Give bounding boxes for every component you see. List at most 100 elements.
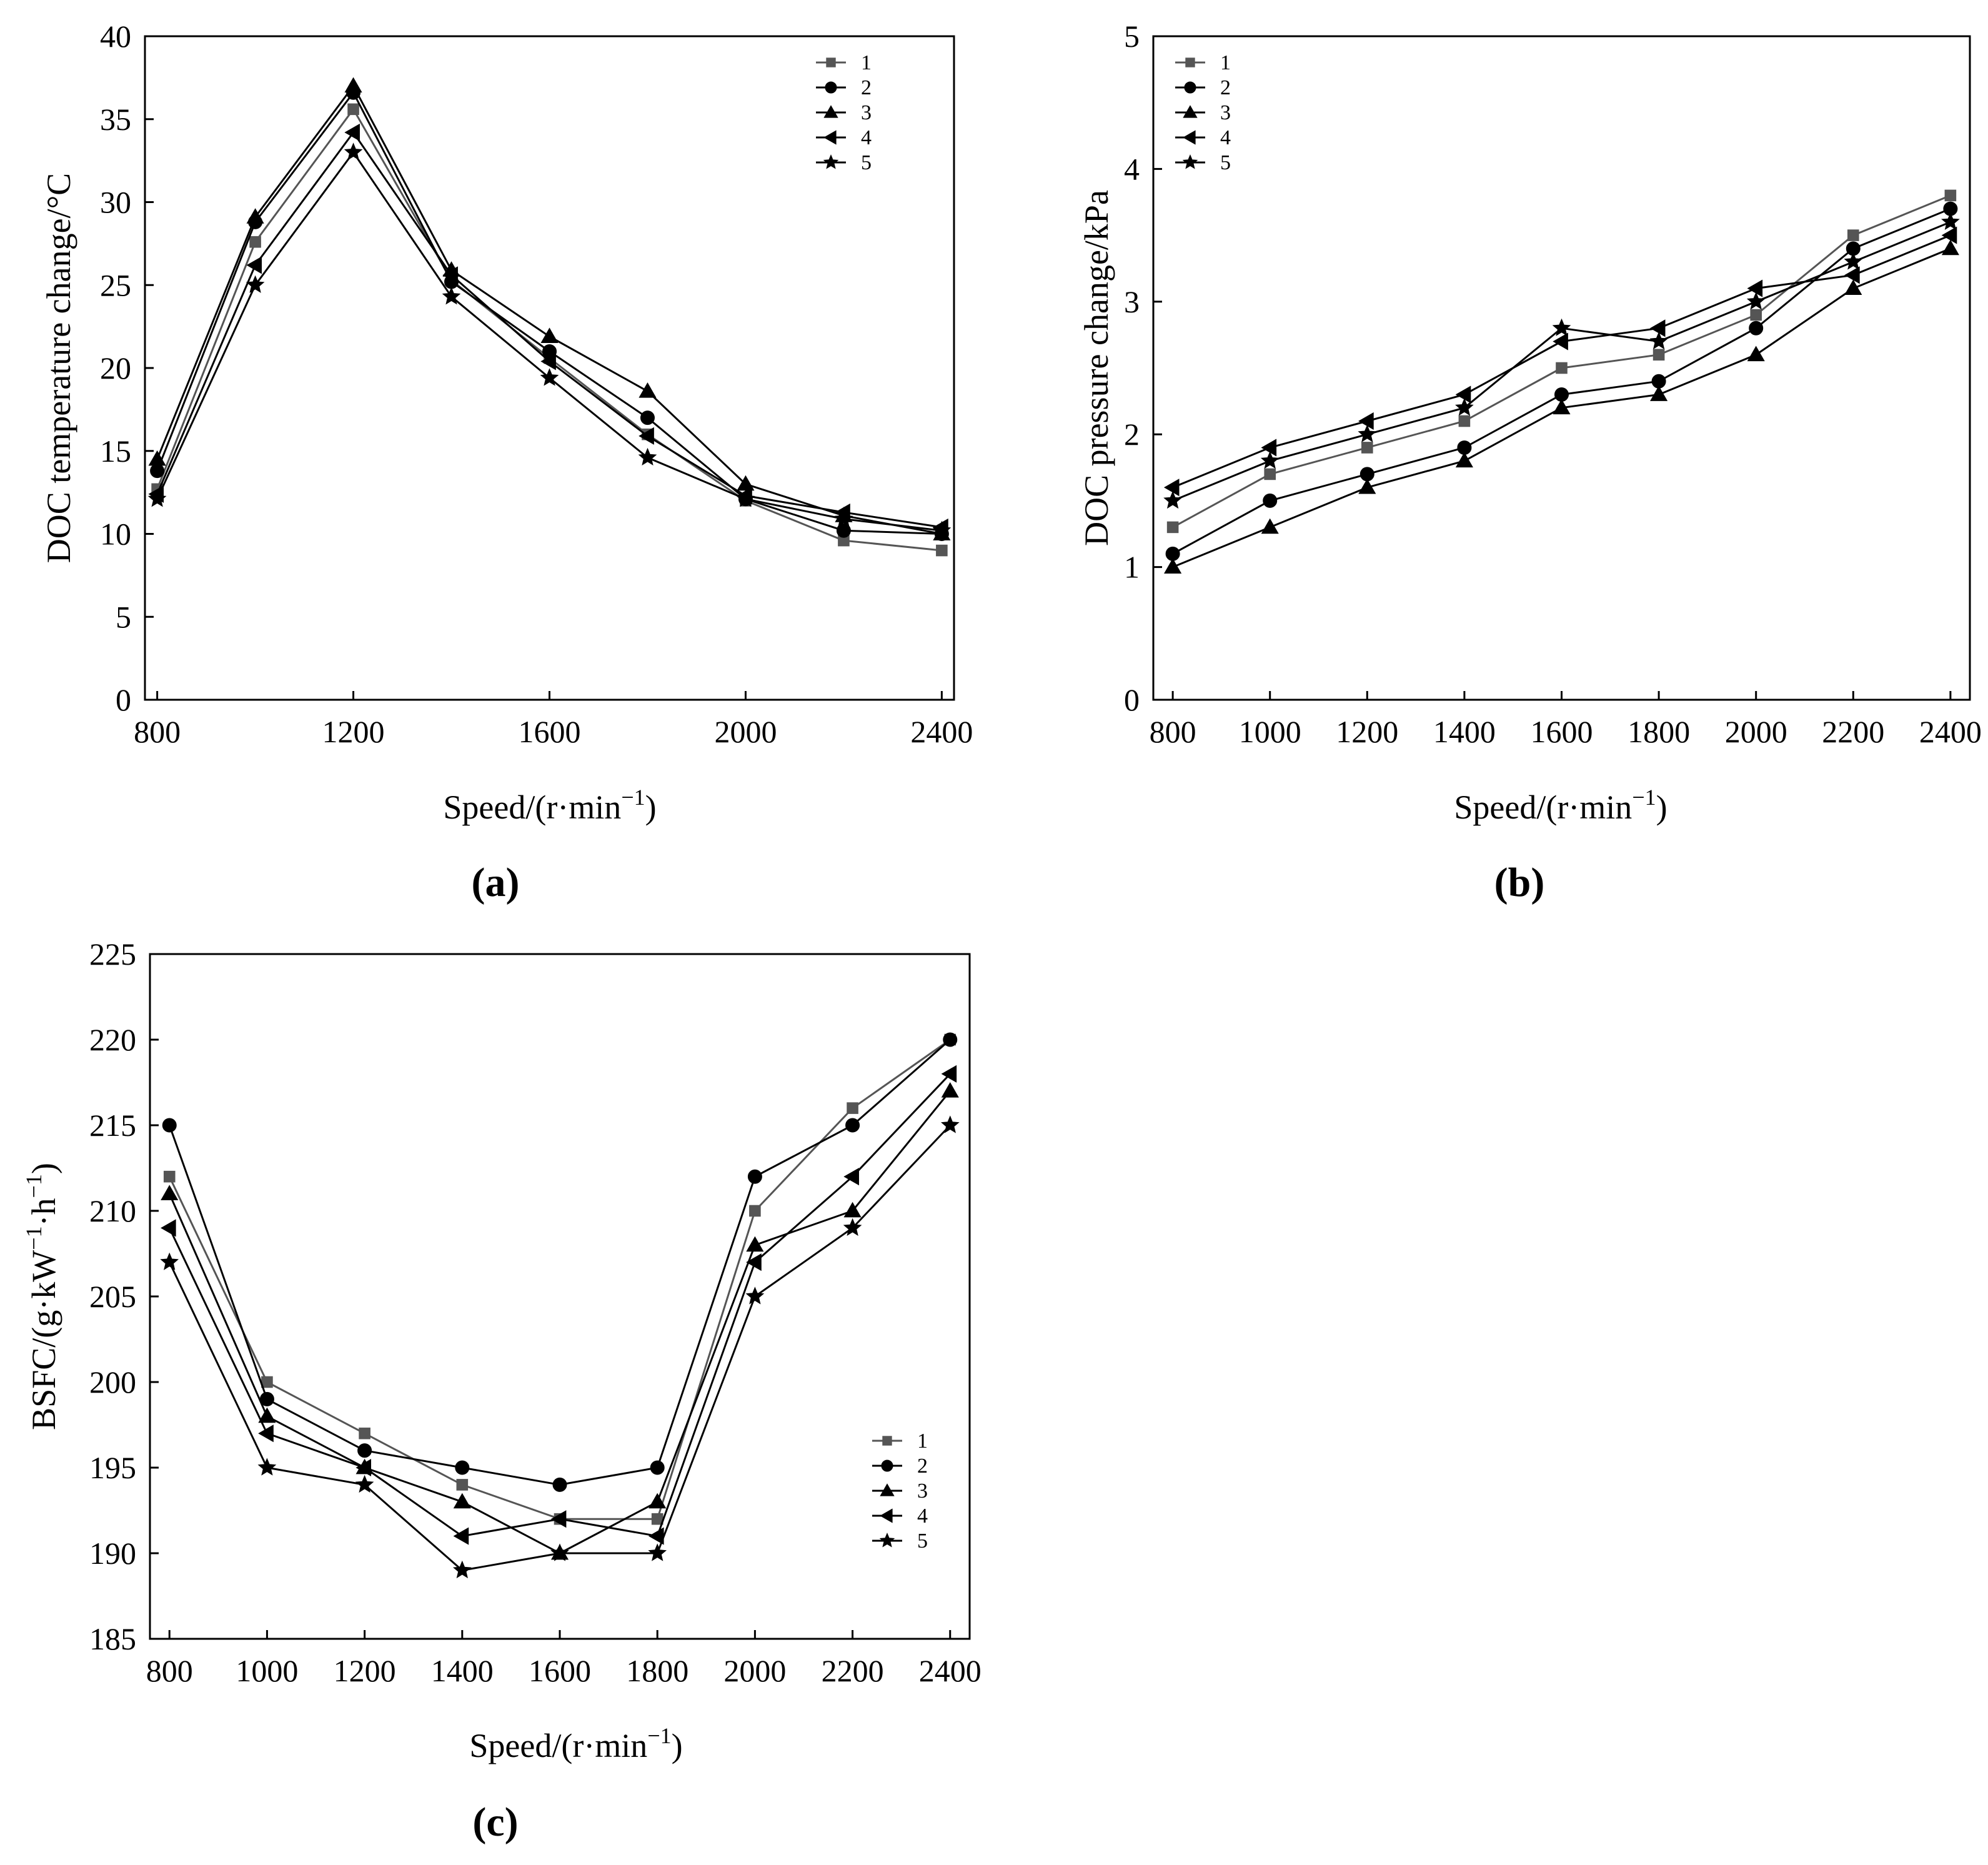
data-point-a-3 bbox=[639, 382, 657, 398]
x-tick-label-b: 1800 bbox=[1628, 714, 1690, 749]
data-point-c-4 bbox=[941, 1065, 957, 1083]
panel-label-c: (c) bbox=[472, 1799, 518, 1845]
data-point-a-2 bbox=[836, 523, 851, 538]
data-point-c-5 bbox=[257, 1458, 277, 1476]
legend-label-b-4: 4 bbox=[1220, 126, 1231, 149]
legend-marker-c-2 bbox=[881, 1460, 893, 1472]
y-tick-label-a: 5 bbox=[116, 599, 131, 634]
x-axis-label-a-close: ) bbox=[645, 788, 657, 826]
data-point-c-5 bbox=[745, 1286, 765, 1305]
y-axis-label-c-exp1: −1 bbox=[21, 1226, 46, 1250]
data-point-c-3 bbox=[843, 1201, 862, 1218]
data-point-a-4 bbox=[639, 427, 654, 445]
data-point-b-5 bbox=[1455, 398, 1474, 416]
y-tick-label-c: 225 bbox=[89, 937, 136, 972]
x-tick-label-c: 1400 bbox=[431, 1653, 494, 1688]
legend-marker-b-3 bbox=[1183, 105, 1198, 118]
data-point-c-5 bbox=[355, 1475, 374, 1493]
chart-panel-c: 800 1000 1200 1400 1600 1800 2000 2200 240018519… bbox=[21, 937, 982, 1845]
data-point-c-4 bbox=[161, 1219, 176, 1237]
legend-label-b-2: 2 bbox=[1220, 76, 1231, 99]
data-point-b-1 bbox=[1264, 468, 1276, 480]
chart-panel-b: 800 1000 1200 1400 1600 1800 2000 2200 240001234… bbox=[1078, 19, 1982, 905]
data-point-c-2 bbox=[162, 1118, 177, 1133]
legend-marker-b-2 bbox=[1184, 81, 1196, 94]
data-point-c-1 bbox=[359, 1427, 370, 1440]
y-axis-label-c-base: BSFC/(g·kW bbox=[25, 1250, 62, 1430]
data-point-b-5 bbox=[1260, 451, 1280, 469]
data-point-c-5 bbox=[550, 1543, 569, 1561]
data-point-b-4 bbox=[1261, 439, 1277, 457]
data-point-a-4 bbox=[442, 266, 458, 284]
x-tick-label-b: 800 bbox=[1150, 714, 1196, 749]
data-point-c-2 bbox=[552, 1477, 567, 1492]
x-tick-label-a: 2400 bbox=[910, 714, 973, 749]
y-tick-label-a: 30 bbox=[100, 185, 131, 220]
data-point-c-1 bbox=[163, 1170, 176, 1183]
data-point-b-1 bbox=[1556, 362, 1568, 374]
data-point-b-3 bbox=[1844, 279, 1862, 295]
data-point-b-4 bbox=[1553, 332, 1568, 351]
y-tick-label-a: 0 bbox=[116, 682, 131, 717]
x-tick-label-c: 1600 bbox=[529, 1653, 591, 1688]
data-point-b-3 bbox=[1455, 452, 1473, 468]
data-point-c-2 bbox=[845, 1118, 860, 1133]
data-point-c-4 bbox=[550, 1510, 567, 1528]
legend-marker-c-4 bbox=[880, 1508, 893, 1523]
data-point-b-4 bbox=[1163, 479, 1180, 497]
panel-label-b: (b) bbox=[1494, 860, 1545, 905]
y-tick-label-a: 15 bbox=[100, 434, 131, 469]
y-tick-label-c: 205 bbox=[89, 1279, 136, 1314]
legend-label-b-1: 1 bbox=[1220, 51, 1231, 74]
data-point-a-3 bbox=[148, 450, 166, 466]
data-point-c-3 bbox=[941, 1082, 959, 1098]
y-tick-label-b: 0 bbox=[1124, 682, 1140, 717]
legend-marker-a-3 bbox=[823, 105, 838, 118]
data-point-a-5 bbox=[638, 447, 657, 465]
legend-label-c-5: 5 bbox=[917, 1529, 928, 1553]
data-point-b-3 bbox=[1164, 558, 1182, 574]
y-tick-label-c: 215 bbox=[89, 1108, 136, 1143]
data-point-a-3 bbox=[246, 208, 264, 224]
y-tick-label-c: 185 bbox=[89, 1621, 136, 1656]
data-point-c-3 bbox=[258, 1407, 276, 1423]
x-tick-label-b: 2400 bbox=[1919, 714, 1982, 749]
data-point-a-5 bbox=[147, 489, 167, 507]
data-point-a-5 bbox=[834, 509, 853, 527]
data-point-b-3 bbox=[1261, 518, 1279, 534]
legend-marker-a-5 bbox=[823, 154, 839, 169]
data-point-c-1 bbox=[749, 1205, 761, 1217]
y-tick-label-c: 200 bbox=[89, 1365, 136, 1400]
data-point-a-5 bbox=[442, 287, 461, 305]
x-axis-label-a-base: Speed/(r·min bbox=[443, 788, 621, 826]
data-point-c-5 bbox=[648, 1543, 667, 1561]
y-tick-label-c: 210 bbox=[89, 1193, 136, 1228]
data-point-c-2 bbox=[357, 1443, 372, 1458]
x-axis-label-c-exp: −1 bbox=[647, 1723, 671, 1748]
data-point-c-1 bbox=[456, 1479, 469, 1491]
y-tick-label-c: 220 bbox=[89, 1022, 136, 1057]
y-tick-label-b: 1 bbox=[1124, 550, 1140, 585]
data-point-c-5 bbox=[160, 1252, 179, 1270]
legend-label-a-5: 5 bbox=[861, 151, 872, 174]
legend-marker-b-5 bbox=[1182, 154, 1198, 169]
legend-marker-b-1 bbox=[1185, 57, 1195, 67]
data-point-b-2 bbox=[1749, 321, 1764, 336]
y-tick-label-a: 35 bbox=[100, 102, 131, 137]
data-point-b-4 bbox=[1747, 279, 1763, 297]
x-tick-label-c: 2000 bbox=[723, 1653, 786, 1688]
data-point-b-5 bbox=[1163, 490, 1182, 509]
data-point-b-1 bbox=[1750, 309, 1762, 321]
data-point-b-3 bbox=[1747, 346, 1765, 362]
y-tick-label-a: 25 bbox=[100, 267, 131, 302]
x-tick-label-a: 1600 bbox=[519, 714, 581, 749]
y-tick-label-c: 190 bbox=[89, 1536, 136, 1571]
x-axis-label-a-exp: −1 bbox=[621, 785, 645, 810]
data-point-b-5 bbox=[1941, 212, 1960, 230]
data-point-a-4 bbox=[246, 256, 262, 274]
data-point-c-2 bbox=[747, 1169, 762, 1184]
data-point-c-5 bbox=[843, 1218, 862, 1236]
x-axis-label-b-base: Speed/(r·min bbox=[1454, 788, 1632, 826]
data-point-b-1 bbox=[1361, 442, 1373, 454]
